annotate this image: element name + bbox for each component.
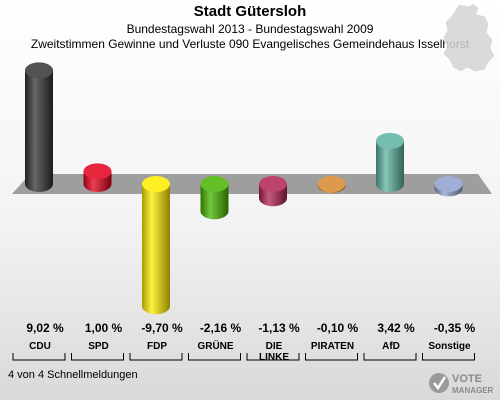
bar-bottom-cap xyxy=(376,176,404,192)
bar-grüne xyxy=(200,176,229,220)
category-label: FDP xyxy=(147,341,167,352)
category-bracket xyxy=(12,353,66,361)
category-label: SPD xyxy=(88,341,109,352)
category-bracket xyxy=(129,353,183,361)
value-label: -1,13 % xyxy=(258,321,300,335)
bar-top-cap xyxy=(25,62,53,79)
bar-bottom-cap xyxy=(259,190,287,207)
value-label: -9,70 % xyxy=(141,321,183,335)
value-label: -2,16 % xyxy=(200,321,242,335)
category-label: GRÜNE xyxy=(197,339,233,352)
bar-bottom-cap xyxy=(142,298,170,315)
bar-bottom-cap xyxy=(25,176,53,192)
category-bracket xyxy=(363,353,417,361)
category-label: PIRATEN xyxy=(311,341,354,352)
bar-top-cap xyxy=(259,176,287,192)
bar-die-linke xyxy=(259,176,287,207)
bar-sonstige xyxy=(434,176,463,197)
chart-subtitle-detail: Zweitstimmen Gewinne und Verluste 090 Ev… xyxy=(30,37,470,51)
bar-top-cap xyxy=(142,176,170,192)
category-bracket xyxy=(422,353,475,361)
vote-manager-logo: VOTE MANAGER xyxy=(429,373,494,395)
logo-line-2: MANAGER xyxy=(452,386,494,395)
germany-map-icon xyxy=(442,2,496,73)
bar-top-cap xyxy=(200,176,229,192)
chart-title: Stadt Gütersloh xyxy=(193,3,307,20)
chart-subtitle: Bundestagswahl 2013 - Bundestagswahl 200… xyxy=(126,22,374,36)
logo-line-1: VOTE xyxy=(452,373,482,385)
bar-piraten xyxy=(317,176,346,194)
bar-spd xyxy=(83,163,112,192)
category-label: LINKE xyxy=(259,352,289,363)
bar-cdu xyxy=(25,62,53,192)
bar-body xyxy=(25,70,53,184)
bar-body xyxy=(142,184,170,307)
bar-bottom-cap xyxy=(83,176,112,192)
bar-bottom-cap xyxy=(200,203,229,220)
bar-afd xyxy=(376,132,404,192)
category-bracket xyxy=(71,353,124,361)
category-bracket xyxy=(246,353,300,361)
bar-top-cap xyxy=(376,132,404,149)
category-bracket xyxy=(188,353,241,361)
bar-fdp xyxy=(142,176,170,315)
category-bracket xyxy=(305,353,358,361)
value-label: 3,42 % xyxy=(377,321,415,335)
category-label: CDU xyxy=(29,341,51,352)
category-label: DIE xyxy=(266,341,283,352)
category-label: Sonstige xyxy=(428,341,471,352)
category-label: AfD xyxy=(382,341,400,352)
value-label: -0,10 % xyxy=(317,321,359,335)
footer-note: 4 von 4 Schnellmeldungen xyxy=(8,369,138,381)
baseline-band xyxy=(12,174,492,194)
bar-top-cap xyxy=(434,176,463,192)
value-label: 9,02 % xyxy=(26,321,64,335)
bar-top-cap xyxy=(317,176,346,192)
bar-top-cap xyxy=(83,163,112,180)
value-label: -0,35 % xyxy=(434,321,476,335)
value-label: 1,00 % xyxy=(85,321,123,335)
